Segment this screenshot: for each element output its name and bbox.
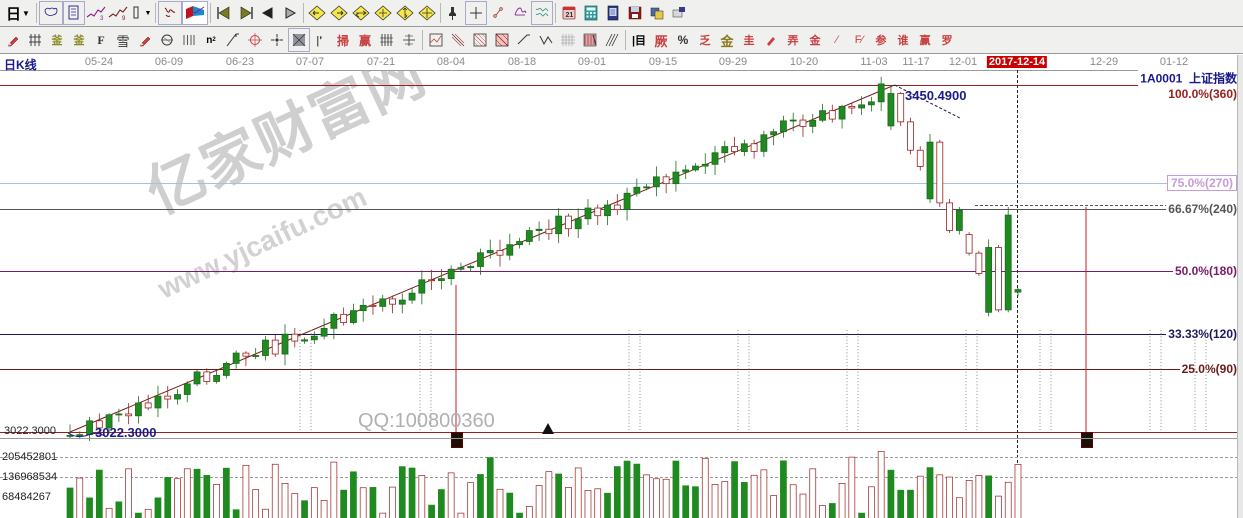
svg-text:9: 9: [122, 16, 126, 21]
svg-text:21: 21: [566, 12, 574, 19]
svg-text:3: 3: [100, 16, 104, 21]
